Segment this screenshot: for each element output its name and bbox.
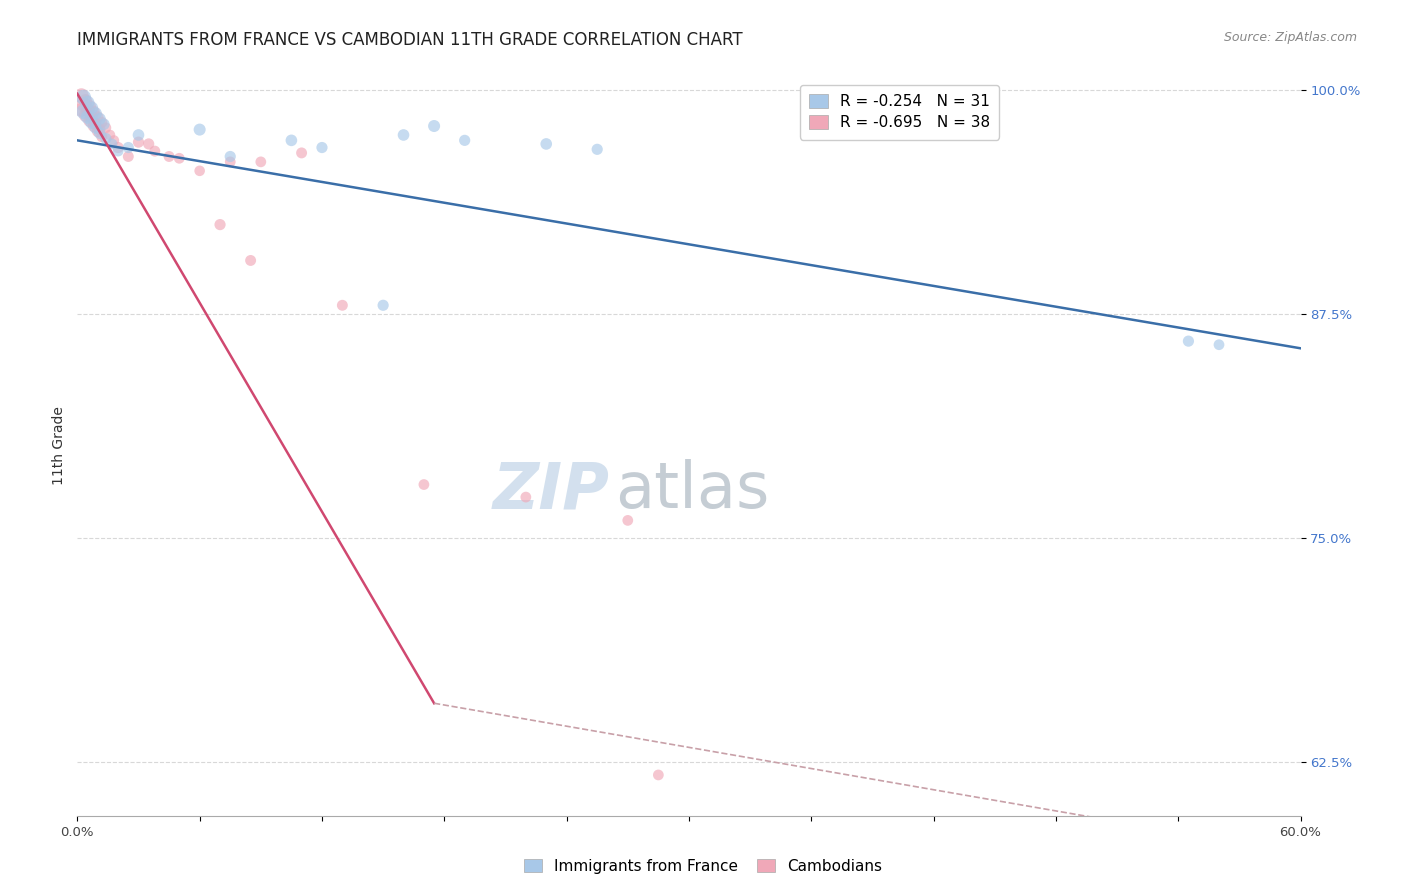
Legend: Immigrants from France, Cambodians: Immigrants from France, Cambodians <box>517 853 889 880</box>
Point <box>117 149 139 163</box>
Point <box>101 136 124 151</box>
Point <box>89 112 111 126</box>
Point <box>83 104 105 119</box>
Point <box>103 133 125 147</box>
Point <box>143 144 166 158</box>
Point <box>72 104 94 119</box>
Point <box>80 115 103 129</box>
Y-axis label: 11th Grade: 11th Grade <box>52 407 66 485</box>
Point <box>94 120 117 135</box>
Point <box>912 122 935 136</box>
Point <box>647 768 669 782</box>
Point <box>75 108 97 122</box>
Point <box>83 119 105 133</box>
Point <box>72 90 94 104</box>
Point <box>89 126 111 140</box>
Point <box>84 117 107 131</box>
Point <box>250 154 273 169</box>
Point <box>84 106 107 120</box>
Point <box>617 513 640 527</box>
Point <box>87 124 110 138</box>
Point <box>453 133 475 147</box>
Text: ZIP: ZIP <box>492 459 609 522</box>
Point <box>586 142 609 156</box>
Point <box>332 298 354 312</box>
Point <box>80 110 103 124</box>
Point <box>87 110 110 124</box>
Point <box>862 122 884 136</box>
Point <box>70 88 93 103</box>
Text: Source: ZipAtlas.com: Source: ZipAtlas.com <box>1223 31 1357 45</box>
Text: IMMIGRANTS FROM FRANCE VS CAMBODIAN 11TH GRADE CORRELATION CHART: IMMIGRANTS FROM FRANCE VS CAMBODIAN 11TH… <box>77 31 742 49</box>
Point <box>117 140 139 154</box>
Point <box>107 140 129 154</box>
Point <box>239 253 262 268</box>
Point <box>90 115 112 129</box>
Point <box>89 122 111 136</box>
Point <box>219 154 242 169</box>
Text: atlas: atlas <box>616 459 770 522</box>
Point <box>107 144 129 158</box>
Point <box>882 113 904 128</box>
Point <box>127 135 149 149</box>
Legend: R = -0.254   N = 31, R = -0.695   N = 38: R = -0.254 N = 31, R = -0.695 N = 38 <box>800 85 1000 139</box>
Point <box>79 113 101 128</box>
Point <box>76 95 98 110</box>
Point <box>188 164 211 178</box>
Point <box>76 110 98 124</box>
Point <box>75 94 97 108</box>
Point <box>392 128 415 142</box>
Point <box>72 97 94 112</box>
Point <box>76 103 98 117</box>
Point <box>188 122 211 136</box>
Point <box>371 298 394 312</box>
Point <box>79 99 101 113</box>
Point <box>157 149 180 163</box>
Point <box>280 133 302 147</box>
Point <box>70 103 93 117</box>
Point <box>311 140 333 154</box>
Point <box>98 128 121 142</box>
Point <box>93 117 115 131</box>
Point <box>208 218 231 232</box>
Point <box>90 129 112 144</box>
Point <box>1177 334 1199 348</box>
Point <box>138 136 160 151</box>
Point <box>515 490 537 504</box>
Point <box>1208 337 1230 351</box>
Point <box>169 151 191 165</box>
Point <box>94 131 117 145</box>
Point <box>80 101 103 115</box>
Point <box>84 120 107 135</box>
Point <box>127 128 149 142</box>
Point <box>290 145 312 160</box>
Point <box>423 119 446 133</box>
Point <box>219 149 242 163</box>
Point <box>534 136 557 151</box>
Point <box>413 477 436 491</box>
